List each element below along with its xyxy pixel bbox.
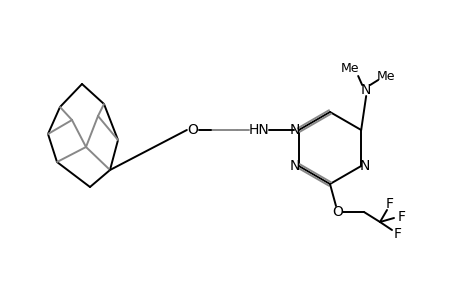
Text: N: N — [360, 83, 370, 97]
Text: Me: Me — [376, 70, 395, 83]
Text: F: F — [397, 210, 405, 224]
Text: N: N — [359, 159, 369, 173]
Text: O: O — [187, 123, 198, 137]
Text: F: F — [385, 197, 393, 211]
Text: N: N — [289, 159, 299, 173]
Text: HN: HN — [248, 123, 269, 137]
Text: F: F — [393, 227, 401, 241]
Text: N: N — [289, 123, 299, 137]
Text: Me: Me — [340, 61, 358, 74]
Text: O: O — [332, 205, 343, 219]
